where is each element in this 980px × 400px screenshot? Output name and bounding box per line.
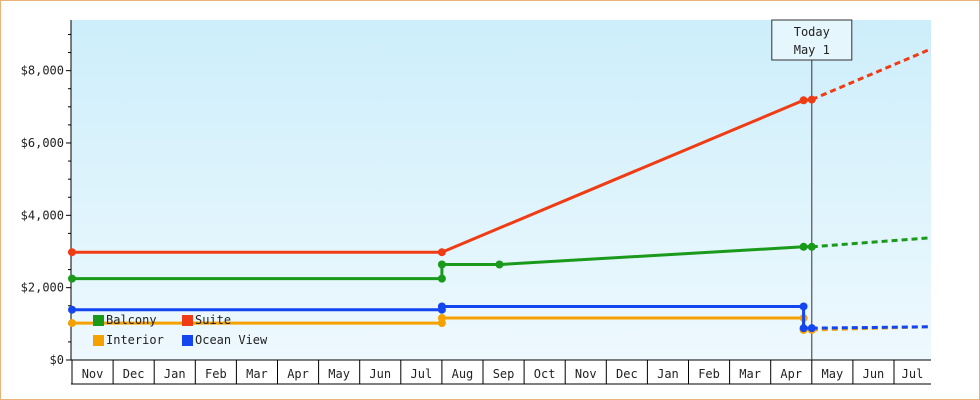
x-tick-label: Apr [287, 367, 309, 381]
legend-swatch-balcony [93, 315, 104, 326]
data-point-balcony [68, 274, 76, 283]
y-tick-label: $0 [50, 353, 64, 367]
data-point-balcony [437, 260, 446, 269]
data-point-balcony [799, 242, 808, 251]
series-group [68, 47, 932, 334]
data-point-balcony [495, 260, 504, 269]
legend-label-interior: Interior [106, 333, 164, 347]
x-tick-label: Sep [493, 367, 515, 381]
data-point-ocean-view [799, 324, 808, 333]
y-tick-label: $6,000 [21, 136, 64, 150]
series-line-suite [72, 98, 812, 254]
legend-label-ocean-view: Ocean View [195, 333, 268, 347]
legend-label-suite: Suite [195, 313, 231, 327]
x-tick-label: Jun [863, 367, 885, 381]
data-point-ocean-view [807, 324, 816, 333]
y-tick-label: $8,000 [21, 64, 64, 78]
y-tick-label: $4,000 [21, 208, 64, 222]
legend-swatch-interior [93, 335, 104, 346]
legend: Balcony Suite Interior Ocean View [93, 313, 268, 347]
x-tick-label: Mar [246, 367, 268, 381]
x-tick-label: Jun [369, 367, 391, 381]
data-point-balcony [437, 274, 446, 283]
legend-swatch-ocean-view [182, 335, 193, 346]
data-point-suite [68, 248, 76, 257]
x-tick-label: Nov [575, 367, 597, 381]
data-point-ocean-view [68, 305, 76, 314]
legend-swatch-suite [182, 315, 193, 326]
plot-area [71, 20, 931, 360]
x-tick-label: Apr [780, 367, 802, 381]
x-tick-label: Feb [205, 367, 227, 381]
data-point-interior [68, 319, 76, 328]
data-point-ocean-view [437, 302, 446, 311]
x-tick-label: Aug [452, 367, 474, 381]
x-tick-label: Oct [534, 367, 556, 381]
x-tick-label: May [822, 367, 844, 381]
data-point-suite [807, 95, 816, 104]
data-point-interior [437, 314, 446, 323]
data-point-suite [437, 248, 446, 257]
today-label-line2: May 1 [794, 43, 830, 57]
today-marker: Today May 1 [771, 19, 853, 360]
x-tick-label: Dec [123, 367, 145, 381]
x-tick-label: Jul [902, 367, 924, 381]
x-tick-label: Jan [657, 367, 679, 381]
x-tick-label: Nov [82, 367, 104, 381]
x-tick-label: May [328, 367, 350, 381]
data-point-balcony [807, 242, 816, 251]
today-label-box [771, 19, 853, 61]
x-tick-label: Dec [616, 367, 638, 381]
y-tick-label: $2,000 [21, 281, 64, 295]
x-tick-label: Feb [698, 367, 720, 381]
legend-label-balcony: Balcony [106, 313, 157, 327]
x-axis: Nov Dec Jan Feb Mar Apr May Jun Jul Aug Sep Oct Nov D… [71, 359, 931, 385]
series-forecast-suite [811, 47, 932, 101]
x-tick-label: Jul [411, 367, 433, 381]
today-label-line1: Today [794, 25, 830, 39]
x-tick-label: Mar [739, 367, 761, 381]
data-point-suite [799, 96, 808, 105]
data-point-ocean-view [799, 302, 808, 311]
y-axis: $0 $2,000 $4,000 $6,000 $8,000 [21, 20, 72, 367]
x-tick-label: Jan [164, 367, 186, 381]
